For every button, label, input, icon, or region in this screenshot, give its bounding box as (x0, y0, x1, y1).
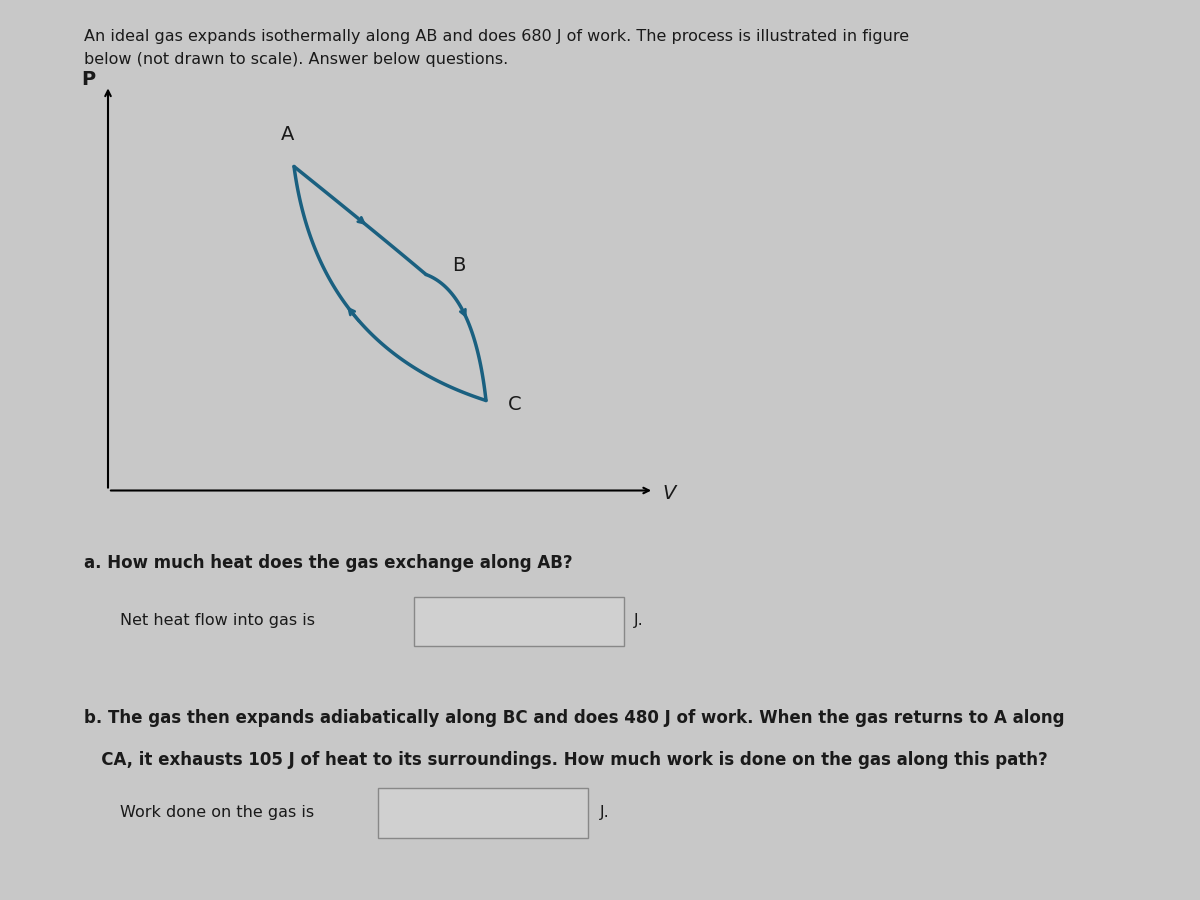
FancyBboxPatch shape (414, 597, 624, 646)
Text: A: A (281, 125, 295, 144)
Text: J.: J. (634, 614, 643, 628)
FancyBboxPatch shape (378, 788, 588, 838)
Text: B: B (452, 256, 466, 275)
Text: below (not drawn to scale). Answer below questions.: below (not drawn to scale). Answer below… (84, 52, 509, 68)
Text: Net heat flow into gas is: Net heat flow into gas is (120, 614, 314, 628)
Text: J.: J. (600, 806, 610, 820)
Text: Work done on the gas is: Work done on the gas is (120, 806, 314, 820)
Text: An ideal gas expands isothermally along AB and does 680 J of work. The process i: An ideal gas expands isothermally along … (84, 29, 910, 44)
Text: b. The gas then expands adiabatically along BC and does 480 J of work. When the : b. The gas then expands adiabatically al… (84, 709, 1064, 727)
Text: P: P (82, 69, 96, 89)
Text: C: C (508, 395, 521, 415)
Text: CA, it exhausts 105 J of heat to its surroundings. How much work is done on the : CA, it exhausts 105 J of heat to its sur… (84, 751, 1048, 769)
Text: V: V (662, 483, 677, 503)
Text: a. How much heat does the gas exchange along AB?: a. How much heat does the gas exchange a… (84, 554, 572, 572)
